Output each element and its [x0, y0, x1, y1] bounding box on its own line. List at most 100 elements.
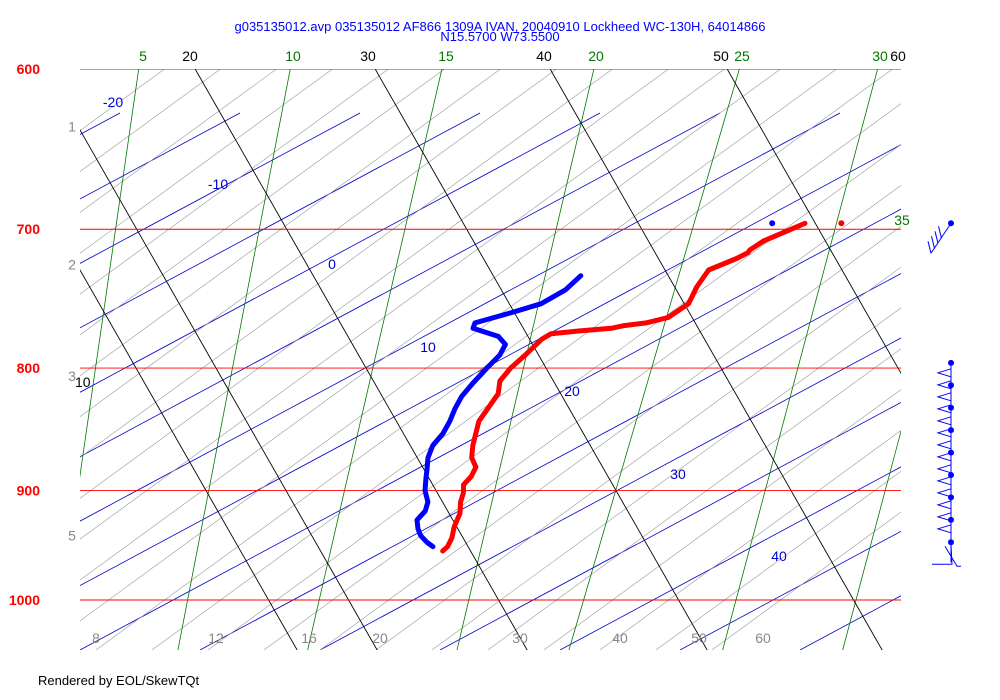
- mixing-ratio-label: 20: [588, 48, 604, 64]
- pressure-label: 800: [17, 360, 41, 376]
- dry-adiabat: [80, 144, 901, 587]
- pressure-label: 1000: [9, 592, 40, 608]
- render-credit: Rendered by EOL/SkewTQt: [38, 673, 200, 688]
- altitude-label: 1: [68, 118, 76, 134]
- wind-barb-pennant: [936, 392, 952, 402]
- sounding-traces: [414, 220, 845, 554]
- mixing-ratio-label: 30: [872, 48, 888, 64]
- dry-adiabat: [920, 113, 1000, 650]
- altitude-label: 3: [68, 368, 76, 384]
- moist-adiabat: [263, 184, 901, 650]
- dry-adiabat: [319, 337, 901, 650]
- wind-barb-pennant: [936, 452, 952, 462]
- moist-adiabat: [543, 389, 901, 650]
- dewpoint-trace: [414, 273, 584, 550]
- moist-adiabat: [95, 69, 894, 650]
- moist-adiabat: [655, 470, 901, 650]
- dry-adiabat: [199, 273, 901, 650]
- moist-adiabat-label: 20: [372, 630, 388, 646]
- isotherm-label: 40: [536, 48, 552, 64]
- moist-adiabat: [80, 69, 222, 172]
- moist-adiabat-label: 60: [755, 630, 771, 646]
- wind-barb-upper-feather: [934, 231, 939, 244]
- moist-adiabat: [80, 69, 390, 295]
- dry-adiabat-label: 40: [771, 548, 787, 564]
- wind-barb-pennant: [936, 524, 952, 534]
- wind-barb-pennant: [944, 546, 961, 567]
- moist-adiabat-label: 12: [208, 630, 224, 646]
- pressure-label: 700: [17, 221, 41, 237]
- temperature-point: [838, 220, 845, 227]
- altitude-label: 2: [68, 256, 76, 272]
- wind-barb-pennant: [936, 380, 952, 390]
- dry-adiabat-label: 0: [328, 256, 336, 272]
- isotherm: [80, 269, 298, 650]
- moist-adiabat: [431, 307, 901, 650]
- isotherm: [374, 69, 708, 650]
- isotherm: [549, 69, 883, 650]
- moist-adiabat: [207, 144, 901, 650]
- isotherm: [80, 129, 378, 650]
- moist-adiabat: [599, 430, 901, 650]
- isotherm-label-side: 10: [75, 374, 91, 390]
- mixing-ratio-line: [568, 69, 740, 650]
- wind-barb-upper-feather: [931, 236, 935, 249]
- temperature-trace: [440, 220, 808, 554]
- dewpoint-point: [769, 220, 776, 227]
- mixing-ratio-line: [842, 429, 901, 650]
- moist-adiabat: [80, 69, 334, 254]
- moist-adiabat: [711, 511, 901, 650]
- dry-adiabat-label: -10: [208, 176, 228, 192]
- mixing-ratio-line: [80, 69, 140, 479]
- wind-barb-pennant: [936, 428, 952, 438]
- dry-adiabat: [679, 530, 901, 650]
- dry-adiabat: [80, 112, 841, 522]
- mixing-ratio-line: [456, 69, 595, 650]
- wind-barb-pennant: [936, 464, 952, 474]
- moist-adiabat: [80, 69, 614, 458]
- moist-adiabat-label: 50: [691, 630, 707, 646]
- moist-adiabat: [80, 69, 670, 499]
- moist-adiabat: [80, 69, 782, 581]
- moist-adiabat-label: 30: [512, 630, 528, 646]
- dry-adiabat: [80, 112, 241, 200]
- mixing-ratio-line: [307, 69, 443, 650]
- moist-adiabat: [80, 69, 278, 213]
- dry-adiabat-label: -20: [103, 94, 123, 110]
- dry-adiabat: [559, 466, 901, 650]
- moist-adiabat: [487, 348, 901, 650]
- dry-adiabat: [80, 208, 901, 650]
- altitude-label: 5: [68, 528, 76, 544]
- wind-barb-upper-feather: [938, 226, 942, 239]
- mixing-ratio-label: 15: [438, 48, 454, 64]
- isotherm-label: 20: [182, 48, 198, 64]
- dry-adiabat: [80, 112, 601, 393]
- moist-adiabat: [80, 69, 558, 417]
- mixing-ratio-label: 25: [734, 48, 750, 64]
- moist-adiabat-label: 8: [92, 630, 100, 646]
- wind-barb-pennant: [936, 416, 952, 426]
- wind-barb-pennant: [936, 500, 952, 510]
- chart-title-line1: g035135012.avp 035135012 AF866 1309A IVA…: [234, 19, 765, 34]
- isotherm-label: 60: [890, 48, 906, 64]
- moist-adiabat: [319, 225, 901, 650]
- wind-barb-pennant: [936, 368, 952, 378]
- diagram-grid: [80, 69, 1000, 650]
- pressure-label: 600: [17, 61, 41, 77]
- wind-barb-upper-feather: [927, 241, 932, 254]
- mixing-ratio-line: [177, 69, 291, 650]
- mixing-ratio-label: 10: [285, 48, 301, 64]
- dry-adiabat: [80, 112, 481, 329]
- moist-adiabat: [80, 69, 726, 540]
- isotherm-label: 30: [360, 48, 376, 64]
- moist-adiabat: [151, 103, 901, 650]
- dry-adiabat-label: 20: [564, 383, 580, 399]
- wind-barb-pennant: [936, 440, 952, 450]
- wind-barb-pennant: [936, 512, 952, 522]
- mixing-ratio-line: [722, 69, 879, 650]
- moist-adiabat: [80, 69, 502, 377]
- wind-barb-pennant: [936, 476, 952, 486]
- wind-barbs: [927, 220, 961, 567]
- dry-adiabat-label: 10: [420, 339, 436, 355]
